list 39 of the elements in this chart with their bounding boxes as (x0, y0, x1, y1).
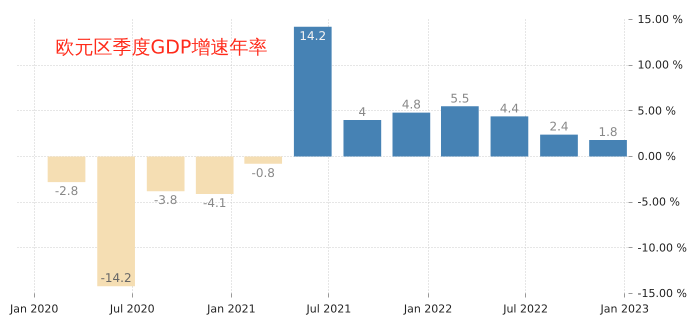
bar (294, 26, 332, 156)
data-label: -14.2 (100, 271, 132, 286)
y-tick-label: -10.00 % (638, 241, 687, 254)
x-tick-label: Jul 2021 (306, 302, 352, 316)
data-label: 4.8 (402, 98, 421, 112)
data-label: -3.8 (154, 193, 178, 208)
data-label: -0.8 (251, 166, 275, 180)
data-label: 1.8 (598, 125, 618, 140)
data-label: -4.1 (202, 196, 226, 210)
bar (392, 112, 430, 156)
x-tick-label: Jan 2023 (600, 302, 649, 316)
text: 欧元区季度GDP增速年率 (56, 36, 268, 58)
bar (540, 134, 578, 156)
bar (196, 156, 234, 194)
y-tick-label: -15.00 % (638, 287, 687, 300)
bar (440, 106, 479, 156)
bar (490, 116, 528, 156)
data-label: -2.8 (54, 184, 78, 198)
y-tick-label: 0.00 % (638, 150, 676, 163)
y-tick-label: 5.00 % (638, 104, 676, 118)
bar (244, 156, 282, 164)
data-label: 4 (358, 104, 366, 119)
y-tick-label: 10.00 % (638, 58, 683, 72)
bar (589, 140, 627, 156)
bar (48, 156, 86, 182)
bar (343, 120, 382, 156)
data-label: 2.4 (549, 120, 569, 134)
bar (146, 156, 185, 192)
x-tick-label: Jan 2020 (8, 302, 58, 316)
x-tick-label: Jul 2022 (502, 302, 548, 316)
x-tick-label: Jan 2022 (402, 302, 452, 316)
x-tick-label: Jul 2020 (108, 302, 155, 316)
bar (97, 156, 135, 286)
y-tick-label: -5.00 % (638, 196, 680, 209)
data-label: 5.5 (450, 91, 470, 106)
data-label: 4.4 (500, 101, 519, 116)
y-tick-label: 15.00 % (638, 13, 683, 26)
data-label: 14.2 (299, 28, 326, 43)
x-tick-label: Jan 2021 (206, 302, 256, 316)
